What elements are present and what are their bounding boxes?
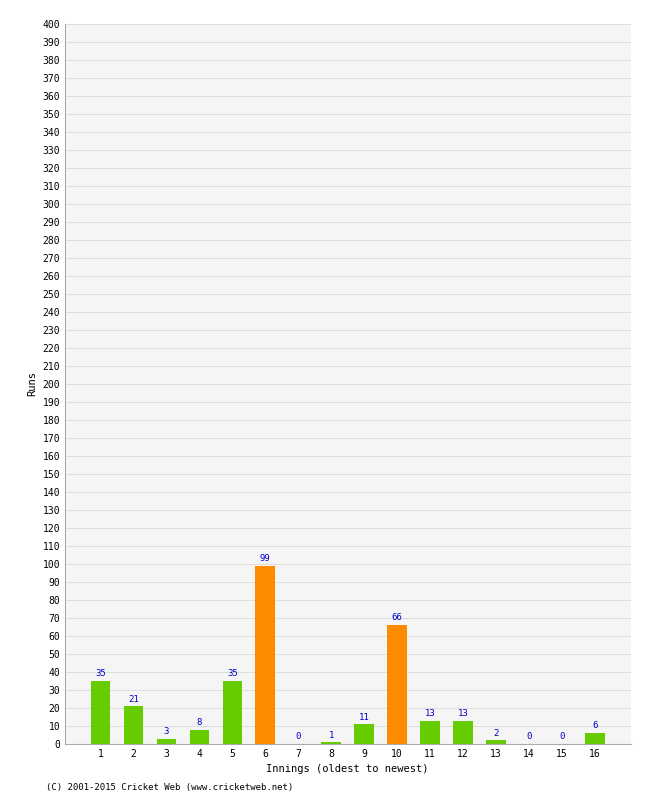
Text: 0: 0: [296, 732, 301, 742]
Text: 3: 3: [164, 727, 169, 736]
Text: 99: 99: [260, 554, 271, 563]
Bar: [421, 721, 440, 744]
Bar: [157, 738, 176, 744]
Bar: [91, 681, 111, 744]
Text: 8: 8: [197, 718, 202, 727]
Text: 66: 66: [392, 614, 402, 622]
Text: 6: 6: [592, 722, 597, 730]
Bar: [354, 724, 374, 744]
Bar: [124, 706, 144, 744]
Text: 1: 1: [329, 730, 334, 739]
Text: 35: 35: [95, 670, 106, 678]
Text: 0: 0: [526, 732, 532, 742]
Y-axis label: Runs: Runs: [27, 371, 37, 397]
Text: (C) 2001-2015 Cricket Web (www.cricketweb.net): (C) 2001-2015 Cricket Web (www.cricketwe…: [46, 783, 292, 792]
Text: 13: 13: [424, 709, 436, 718]
Bar: [453, 721, 473, 744]
Text: 2: 2: [493, 729, 499, 738]
Bar: [387, 626, 407, 744]
Text: 35: 35: [227, 670, 238, 678]
Bar: [190, 730, 209, 744]
Bar: [321, 742, 341, 744]
Bar: [222, 681, 242, 744]
Text: 11: 11: [359, 713, 370, 722]
Bar: [255, 566, 275, 744]
Bar: [486, 741, 506, 744]
Text: 13: 13: [458, 709, 469, 718]
Text: 21: 21: [128, 694, 139, 703]
X-axis label: Innings (oldest to newest): Innings (oldest to newest): [266, 765, 429, 774]
Bar: [585, 733, 604, 744]
Text: 0: 0: [559, 732, 565, 742]
